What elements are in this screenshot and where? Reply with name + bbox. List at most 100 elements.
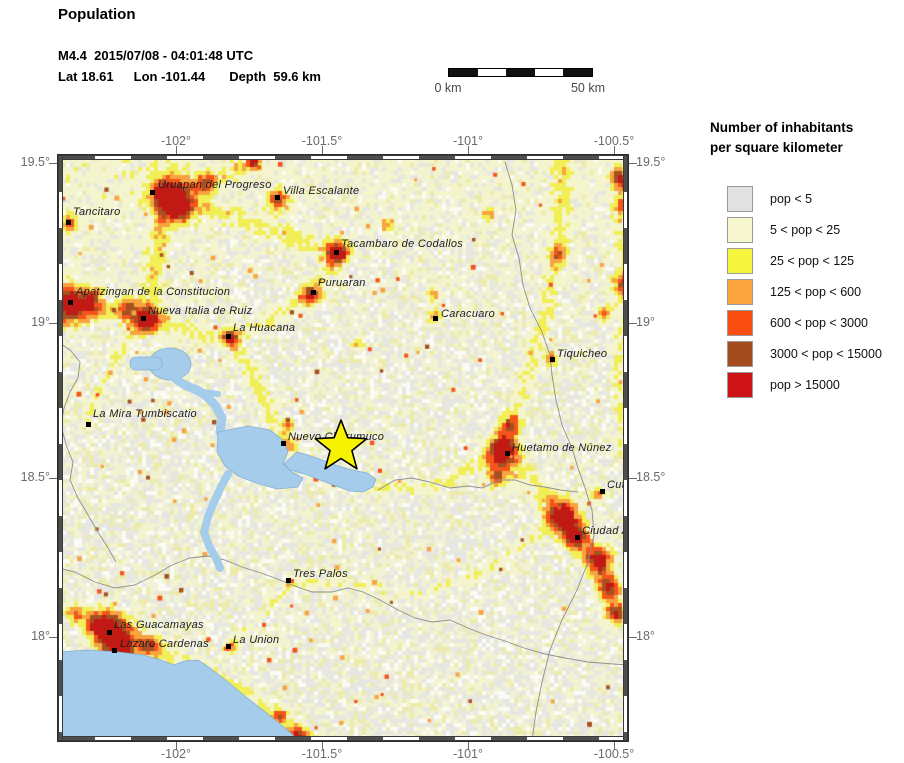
city-marker xyxy=(150,190,155,195)
axis-tick-mark xyxy=(176,146,177,155)
city-marker xyxy=(505,451,510,456)
city-label: Uruapan del Progreso xyxy=(158,179,272,191)
axis-tick-label: 18.5° xyxy=(636,470,666,484)
axis-tick-mark xyxy=(628,478,637,479)
city-marker xyxy=(112,648,117,653)
axis-tick-mark xyxy=(322,146,323,155)
axis-tick-label: -101° xyxy=(452,747,484,761)
city-marker xyxy=(68,300,73,305)
scale-bar-segment xyxy=(477,69,507,76)
axis-tick-mark xyxy=(322,741,323,750)
city-marker xyxy=(226,334,231,339)
city-label: Caracuaro xyxy=(441,308,496,320)
axis-tick-mark xyxy=(614,741,615,750)
legend-color-swatch xyxy=(727,341,753,367)
city-marker xyxy=(275,195,280,200)
legend-item-label: pop > 15000 xyxy=(770,378,840,392)
axis-tick-mark xyxy=(176,741,177,750)
scale-bar-segment xyxy=(449,69,478,76)
legend-item: 125 < pop < 600 xyxy=(727,279,882,305)
axis-tick-label: 18° xyxy=(636,629,655,643)
event-depth: Depth 59.6 km xyxy=(229,69,321,84)
city-marker xyxy=(141,316,146,321)
map-frame-left xyxy=(58,155,63,741)
legend-color-swatch xyxy=(727,372,753,398)
legend-color-swatch xyxy=(727,186,753,212)
legend-item-label: 3000 < pop < 15000 xyxy=(770,347,882,361)
legend-item-label: 25 < pop < 125 xyxy=(770,254,855,268)
axis-tick-mark xyxy=(628,323,637,324)
city-marker xyxy=(311,290,316,295)
city-layer: Uruapan del Progreso Villa Escalante Tanci… xyxy=(58,155,628,741)
legend: pop < 5 5 < pop < 25 25 < pop < 125 125 < p… xyxy=(727,186,882,403)
event-longitude: Lon -101.44 xyxy=(133,69,206,84)
city-label: La Mira Tumbiscatio xyxy=(93,408,197,420)
event-coordinates: Lat 18.61 Lon -101.44 Depth 59.6 km xyxy=(58,69,321,84)
legend-item: pop > 15000 xyxy=(727,372,882,398)
event-magnitude-time: M4.4 2015/07/08 - 04:01:48 UTC xyxy=(58,48,254,63)
city-marker xyxy=(66,220,71,225)
axis-tick-label: -100.5° xyxy=(593,747,635,761)
legend-color-swatch xyxy=(727,217,753,243)
population-map: Uruapan del Progreso Villa Escalante Tanci… xyxy=(57,154,629,742)
axis-tick-mark xyxy=(614,146,615,155)
axis-tick-mark xyxy=(49,163,58,164)
axis-tick-mark xyxy=(49,478,58,479)
legend-item: 25 < pop < 125 xyxy=(727,248,882,274)
city-marker xyxy=(86,422,91,427)
event-latitude: Lat 18.61 xyxy=(58,69,114,84)
river xyxy=(504,161,595,741)
legend-color-swatch xyxy=(727,279,753,305)
city-label: Apatzingan de la Constitucion xyxy=(76,286,231,298)
page-title: Population xyxy=(58,6,136,23)
axis-tick-label: 18° xyxy=(31,629,50,643)
legend-item-label: 600 < pop < 3000 xyxy=(770,316,869,330)
city-marker xyxy=(226,644,231,649)
scale-bar-segment xyxy=(563,69,592,76)
lake-reservoir xyxy=(129,347,377,572)
city-marker xyxy=(550,357,555,362)
axis-tick-label: 19.5° xyxy=(20,155,50,169)
city-label: Huetamo de Núnez xyxy=(512,442,612,454)
axis-tick-mark xyxy=(468,146,469,155)
axis-tick-label: -101.5° xyxy=(301,747,343,761)
axis-tick-label: -101.5° xyxy=(301,134,343,148)
scale-bar-end-label: 50 km xyxy=(570,81,606,95)
water-layer xyxy=(58,161,628,741)
city-label: Tancitaro xyxy=(73,206,121,218)
axis-tick-label: 19.5° xyxy=(636,155,666,169)
scale-bar-start-label: 0 km xyxy=(434,81,462,95)
legend-item: 3000 < pop < 15000 xyxy=(727,341,882,367)
city-label: Las Guacamayas xyxy=(114,619,204,631)
city-marker xyxy=(334,250,339,255)
city-label: La Union xyxy=(233,634,280,646)
city-label: La Huacana xyxy=(233,322,296,334)
city-label: Puruaran xyxy=(318,277,366,289)
map-frame-bottom xyxy=(58,736,628,741)
axis-tick-label: 19° xyxy=(636,315,655,329)
city-label: Villa Escalante xyxy=(283,185,360,197)
city-marker xyxy=(286,578,291,583)
axis-tick-label: 19° xyxy=(31,315,50,329)
map-frame-top xyxy=(58,155,628,160)
river xyxy=(58,341,117,563)
city-marker xyxy=(107,630,112,635)
city-label: Cut xyxy=(607,479,626,491)
legend-item: 600 < pop < 3000 xyxy=(727,310,882,336)
city-marker xyxy=(600,489,605,494)
scale-bar-segment xyxy=(534,69,564,76)
city-label: Tacambaro de Codallos xyxy=(341,238,464,250)
city-label: Tiquicheo xyxy=(557,348,608,360)
axis-tick-label: -101° xyxy=(452,134,484,148)
axis-tick-label: 18.5° xyxy=(20,470,50,484)
epicenter-star-icon xyxy=(314,419,368,470)
axis-tick-mark xyxy=(49,323,58,324)
city-label: Nueva Italia de Ruiz xyxy=(148,305,253,317)
axis-tick-label: -102° xyxy=(160,134,192,148)
legend-item-label: 125 < pop < 600 xyxy=(770,285,862,299)
axis-tick-mark xyxy=(628,163,637,164)
city-marker xyxy=(281,441,286,446)
axis-tick-label: -102° xyxy=(160,747,192,761)
legend-title-line2: per square kilometer xyxy=(710,140,843,155)
